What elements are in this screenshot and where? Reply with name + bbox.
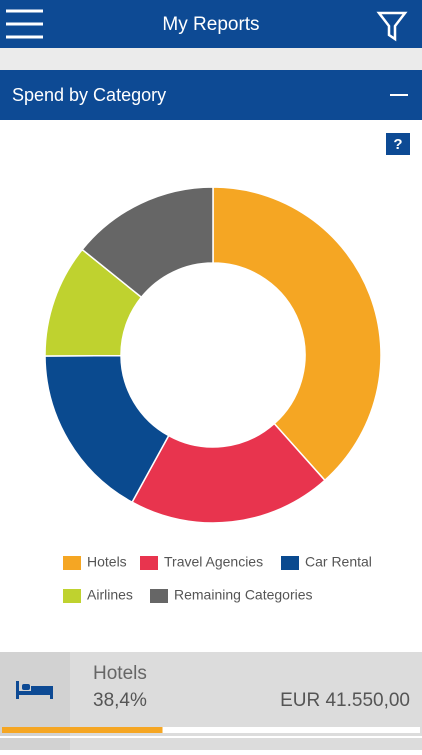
legend-swatch [150, 589, 168, 603]
legend-swatch [140, 556, 158, 570]
help-button[interactable] [386, 133, 410, 155]
page-title: My Reports [162, 14, 259, 35]
progress-track [2, 727, 420, 733]
legend-swatch [281, 556, 299, 570]
legend-label: Remaining Categories [174, 587, 313, 603]
legend-swatch [63, 556, 81, 570]
menu-button[interactable] [6, 9, 43, 39]
legend: Hotels Travel Agencies Car Rental Airlines R… [63, 554, 372, 603]
detail-name: Hotels [93, 663, 147, 684]
progress-bar [2, 727, 163, 733]
legend-label: Airlines [87, 587, 133, 603]
detail-share: 38,4% [93, 690, 147, 711]
help-text: ? [393, 136, 402, 153]
top-bar [0, 0, 422, 48]
wedge [131, 422, 326, 524]
detail-row[interactable] [0, 652, 422, 750]
section-title: Spend by Category [12, 85, 166, 105]
wedge [81, 186, 214, 299]
legend-swatch [63, 589, 81, 603]
legend-label: Travel Agencies [164, 554, 263, 570]
legend-label: Car Rental [305, 554, 372, 570]
filter-button[interactable] [376, 11, 408, 42]
wedge [212, 186, 382, 482]
section-bar[interactable] [0, 70, 422, 120]
legend-label: Hotels [87, 554, 127, 570]
donut-chart [44, 186, 382, 524]
spacer [0, 48, 422, 70]
icon-cell [0, 652, 70, 750]
bed-icon [16, 681, 53, 699]
detail-amount: EUR 41.550,00 [280, 690, 410, 711]
